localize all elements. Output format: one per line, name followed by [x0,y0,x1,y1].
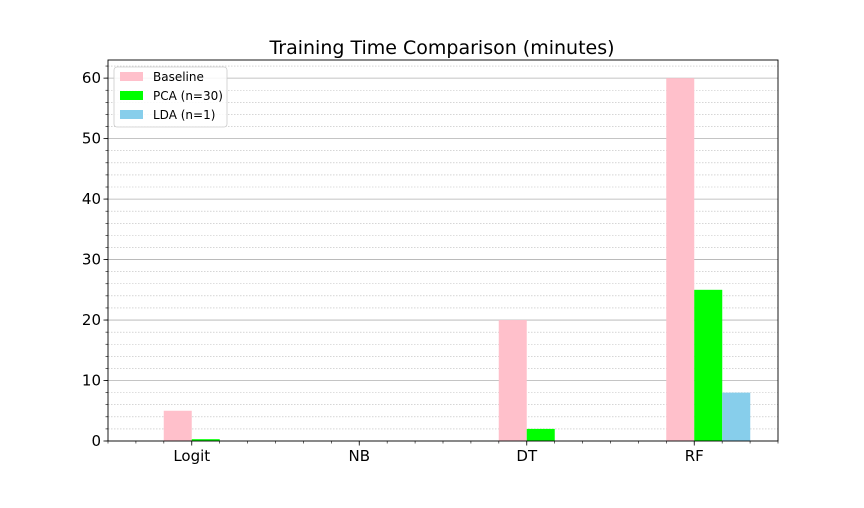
bar-pca-n-30--logit [191,439,220,441]
legend-swatch [120,110,143,119]
x-axis-ticks: Logit NB DT RF [173,441,704,465]
legend-label: PCA (n=30) [153,89,223,103]
legend-swatch [120,72,143,81]
legend-label: LDA (n=1) [153,108,215,122]
y-tick-label: 0 [91,432,101,450]
y-tick-label: 20 [82,311,101,329]
y-axis-ticks: 0 10 20 30 40 50 60 [82,69,108,450]
axes [105,59,779,444]
x-tick-label-logit: Logit [173,447,210,465]
bar-baseline-rf [666,78,695,442]
y-tick-label: 10 [82,372,101,390]
x-tick-label-dt: DT [516,447,538,465]
legend: Baseline PCA (n=30) LDA (n=1) [113,66,228,128]
bar-baseline-dt [498,320,527,441]
bars [163,78,751,442]
x-tick-label-rf: RF [685,447,704,465]
y-tick-label: 60 [82,69,101,87]
y-tick-label: 40 [82,190,101,208]
y-tick-label: 30 [82,251,101,269]
bar-pca-n-30--rf [694,289,723,441]
legend-swatch [120,91,143,100]
bar-pca-n-30--dt [526,428,555,441]
bar-lda-n-1--rf [722,392,751,441]
y-tick-label: 50 [82,130,101,148]
chart-title: Training Time Comparison (minutes) [268,37,614,59]
bar-baseline-logit [163,410,192,441]
legend-label: Baseline [153,70,204,84]
x-tick-label-nb: NB [348,447,370,465]
